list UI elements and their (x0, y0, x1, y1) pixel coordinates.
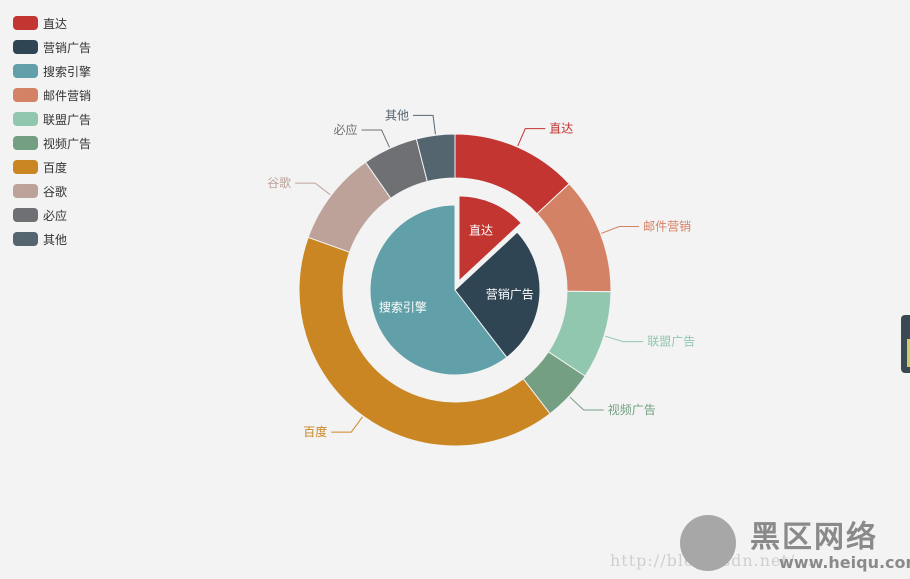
legend-item-e8a786e9a291e5b9bfe5918a[interactable]: 视频广告 (13, 131, 91, 155)
slice-label-outer: 必应 (334, 122, 358, 137)
legend-item-e8b0b7e6ad8c[interactable]: 谷歌 (13, 179, 91, 203)
slice-label-inner: 营销广告 (486, 288, 534, 302)
legend-item-e79bb4e8bebe[interactable]: 直达 (13, 11, 91, 35)
label-leader-line (413, 114, 436, 135)
legend-label: 视频广告 (43, 136, 92, 151)
legend-swatch (13, 16, 38, 30)
legend-swatch (13, 112, 38, 126)
legend-label: 邮件营销 (43, 88, 92, 103)
legend-item-e5bf85e5ba94[interactable]: 必应 (13, 203, 91, 227)
slice-label-outer: 其他 (385, 108, 409, 122)
label-leader-line (331, 416, 363, 433)
slice-label-outer: 联盟广告 (647, 335, 695, 349)
legend-item-e799bee5baa6[interactable]: 百度 (13, 155, 91, 179)
slice-label-outer: 邮件营销 (643, 220, 691, 234)
label-leader-line (601, 226, 640, 234)
side-panel-handle[interactable] (901, 315, 910, 373)
legend-label: 搜索引擎 (43, 64, 92, 79)
label-leader-line (361, 129, 390, 148)
label-leader-line (517, 128, 546, 147)
pie-slice-inner-e79bb4e8bebe[interactable] (458, 195, 522, 282)
legend-label: 其他 (43, 232, 68, 247)
mushroom-logo-icon (680, 515, 736, 571)
legend-item-e585b6e4bb96[interactable]: 其他 (13, 227, 91, 251)
legend-item-e6909ce7b4a2e5bc95e6938e[interactable]: 搜索引擎 (13, 59, 91, 83)
legend-swatch (13, 40, 38, 54)
label-leader-line (569, 396, 604, 411)
slice-label-outer: 百度 (303, 424, 327, 439)
brand-url: www.heiqu.com (779, 553, 910, 572)
legend-item-e982aee4bbb6e890a5e99480[interactable]: 邮件营销 (13, 83, 91, 107)
legend-swatch (13, 160, 38, 174)
label-leader-line (295, 182, 331, 196)
slice-label-inner: 搜索引擎 (379, 300, 427, 315)
slice-label-inner: 直达 (469, 223, 493, 237)
pie-slice-inner-e6909ce7b4a2e5bc95e6938e[interactable] (369, 204, 508, 376)
legend-label: 营销广告 (43, 40, 92, 55)
slice-label-outer: 直达 (549, 122, 573, 136)
label-leader-line (604, 335, 644, 343)
legend-item-e88194e79b9fe5b9bfe5918a[interactable]: 联盟广告 (13, 107, 91, 131)
legend-label: 必应 (43, 208, 68, 223)
pie-slice-outer-e585b6e4bb96[interactable] (415, 133, 456, 183)
legend-swatch (13, 208, 38, 222)
legend-label: 谷歌 (43, 184, 68, 199)
legend-swatch (13, 88, 38, 102)
legend-swatch (13, 64, 38, 78)
brand-title: 黑区网络 (750, 520, 878, 555)
legend-swatch (13, 136, 38, 150)
pie-slice-outer-e799bee5baa6[interactable] (298, 236, 551, 447)
legend-label: 直达 (43, 16, 68, 31)
legend-label: 百度 (43, 160, 68, 175)
legend-swatch (13, 184, 38, 198)
slice-label-outer: 视频广告 (608, 402, 656, 417)
legend-item-e890a5e99480e5b9bfe5918a[interactable]: 营销广告 (13, 35, 91, 59)
legend-label: 联盟广告 (43, 112, 92, 127)
legend-swatch (13, 232, 38, 246)
slice-label-outer: 谷歌 (267, 175, 291, 190)
chart-legend: 直达营销广告搜索引擎邮件营销联盟广告视频广告百度谷歌必应其他 (13, 11, 91, 251)
pie-slice-inner-e890a5e99480e5b9bfe5918a[interactable] (454, 231, 541, 359)
